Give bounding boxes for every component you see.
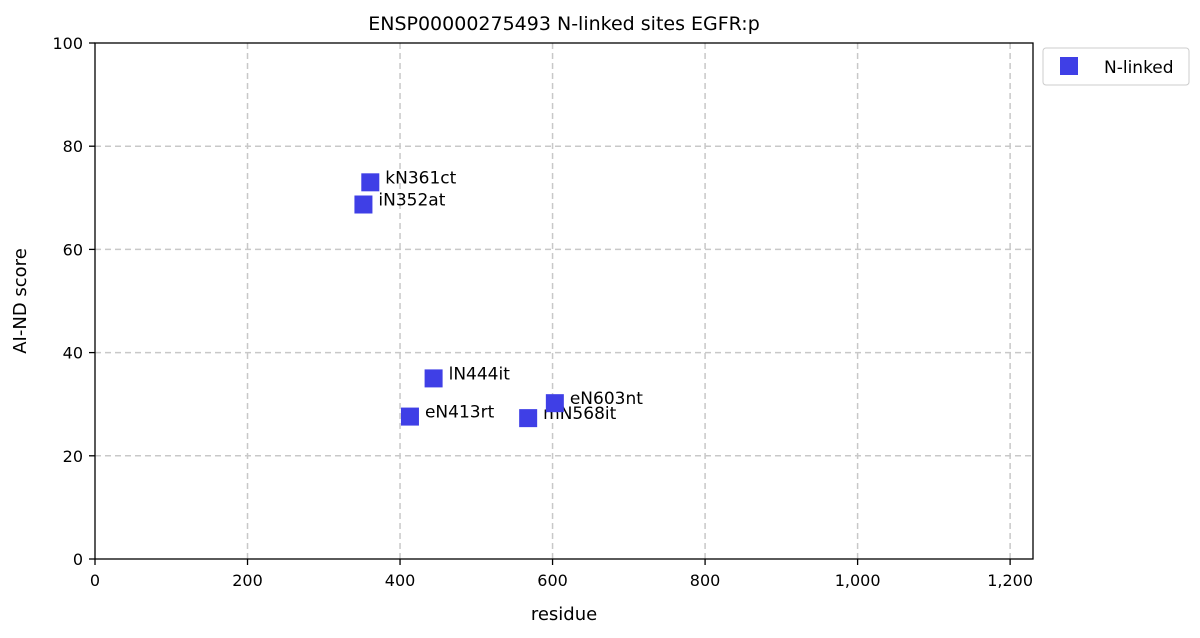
- x-tick-label: 200: [232, 571, 263, 590]
- data-point: [354, 195, 373, 214]
- legend-label-n-linked: N-linked: [1104, 58, 1174, 78]
- data-point: [424, 369, 443, 388]
- legend: N-linked: [1042, 47, 1190, 86]
- data-point: [361, 173, 380, 192]
- plot-area-frame: [94, 42, 1034, 560]
- legend-swatch-n-linked: [1060, 57, 1078, 75]
- data-point-label: iN352at: [378, 191, 445, 211]
- y-tick-label: 40: [63, 344, 83, 363]
- grid-lines: [95, 43, 1033, 559]
- y-axis-label: AI-ND score: [10, 248, 31, 354]
- legend-box: [1042, 47, 1190, 86]
- axis-ticks: 0 200 400 600 800 1,000 1,200 0 20 40 60 80 100: [52, 34, 1033, 590]
- x-tick-label: 600: [537, 571, 568, 590]
- x-tick-label: 1,000: [835, 571, 881, 590]
- y-tick-label: 0: [73, 550, 83, 569]
- y-tick-label: 100: [52, 34, 83, 53]
- data-point-label: eN413rt: [425, 403, 495, 423]
- data-point: [519, 409, 538, 428]
- x-tick-label: 800: [690, 571, 721, 590]
- chart-title: ENSP00000275493 N-linked sites EGFR:p: [368, 13, 760, 35]
- y-tick-label: 80: [63, 137, 83, 156]
- data-point-label: lN444it: [449, 364, 511, 384]
- data-point: [545, 394, 564, 413]
- data-point-label: kN361ct: [385, 168, 456, 188]
- x-tick-label: 1,200: [987, 571, 1033, 590]
- x-tick-label: 400: [385, 571, 416, 590]
- y-tick-label: 20: [63, 447, 83, 466]
- data-point-label: eN603nt: [570, 389, 643, 409]
- data-point: [400, 407, 419, 426]
- y-tick-label: 60: [63, 240, 83, 259]
- x-axis-label: residue: [531, 604, 597, 625]
- x-tick-label: 0: [90, 571, 100, 590]
